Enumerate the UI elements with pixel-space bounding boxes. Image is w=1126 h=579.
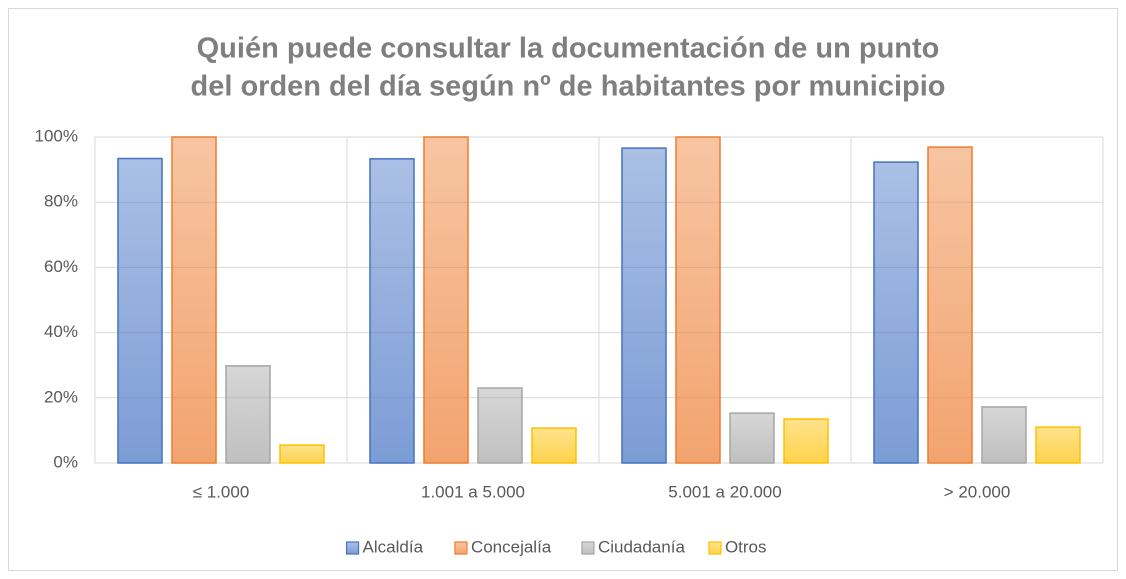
- x-tick-label: > 20.000: [944, 482, 1011, 501]
- bar: [729, 412, 775, 464]
- bar: [621, 147, 667, 464]
- bar: [117, 157, 163, 464]
- bar: [927, 146, 973, 464]
- y-tick-label: 0%: [53, 452, 78, 471]
- chart-title: del orden del día según nº de habitantes…: [190, 71, 945, 103]
- bar: [225, 365, 271, 464]
- y-tick-label: 60%: [44, 257, 78, 276]
- y-tick-label: 40%: [44, 322, 78, 341]
- legend-swatch: [454, 541, 468, 555]
- bar: [1035, 426, 1081, 464]
- legend-swatch: [581, 541, 595, 555]
- y-tick-label: 80%: [44, 192, 78, 211]
- bar: [873, 161, 919, 464]
- y-tick-label: 20%: [44, 387, 78, 406]
- legend-label: Ciudadanía: [598, 537, 686, 556]
- bar: [171, 136, 217, 464]
- bar: [531, 427, 577, 464]
- chart-title: Quién puede consultar la documentación d…: [197, 33, 940, 65]
- bar: [279, 444, 325, 464]
- legend-label: Otros: [725, 537, 767, 556]
- bar: [981, 406, 1027, 464]
- bar: [783, 418, 829, 464]
- bar: [477, 387, 523, 464]
- bar: [423, 136, 469, 464]
- bar: [675, 136, 721, 464]
- x-tick-label: ≤ 1.000: [193, 482, 250, 501]
- legend-swatch: [708, 541, 722, 555]
- x-tick-label: 5.001 a 20.000: [668, 482, 781, 501]
- bar: [369, 158, 415, 464]
- x-tick-label: 1.001 a 5.000: [421, 482, 525, 501]
- legend-label: Alcaldía: [363, 537, 424, 556]
- y-tick-label: 100%: [35, 126, 78, 145]
- legend-label: Concejalía: [471, 537, 552, 556]
- legend-swatch: [345, 541, 360, 555]
